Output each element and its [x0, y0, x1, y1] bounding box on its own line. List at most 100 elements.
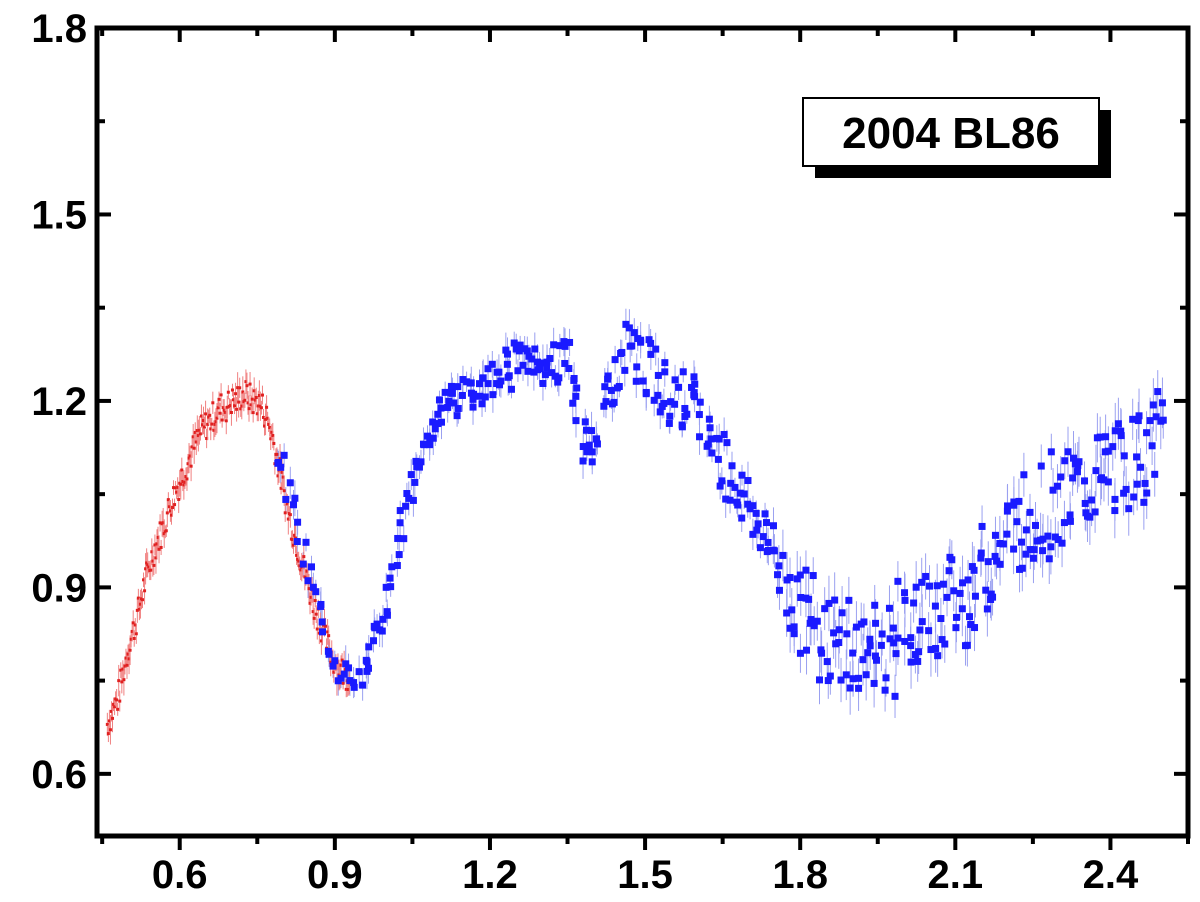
blue-data-point [726, 496, 734, 504]
red-data-point [290, 537, 294, 541]
blue-data-point [871, 652, 879, 660]
blue-data-point [796, 649, 804, 657]
blue-data-point [488, 360, 496, 368]
red-data-point [312, 616, 316, 620]
blue-data-point [1057, 473, 1065, 481]
red-data-point [217, 397, 221, 401]
blue-data-point [1096, 433, 1104, 441]
red-data-point [174, 486, 178, 490]
blue-data-point [681, 405, 689, 413]
red-data-point [267, 422, 271, 426]
blue-data-point [912, 583, 920, 591]
red-data-point [215, 416, 219, 420]
red-data-point [216, 406, 220, 410]
blue-data-point [1122, 485, 1130, 493]
red-data-point [315, 627, 319, 631]
blue-data-point [1111, 427, 1119, 435]
blue-data-point [983, 605, 991, 613]
blue-data-point [849, 649, 857, 657]
red-data-point [192, 446, 196, 450]
blue-data-point [387, 583, 395, 591]
blue-data-point [756, 544, 764, 552]
blue-data-point [852, 623, 860, 631]
blue-data-point [704, 440, 712, 448]
red-data-point [116, 707, 120, 711]
blue-data-point [277, 463, 285, 471]
red-data-point [285, 502, 289, 506]
blue-data-point [515, 347, 523, 355]
red-data-point [305, 569, 309, 573]
red-data-point [167, 505, 171, 509]
blue-data-point [679, 368, 687, 376]
blue-data-point [938, 636, 946, 644]
blue-data-point [299, 560, 307, 568]
red-data-point [281, 475, 285, 479]
blue-data-point [1039, 547, 1047, 555]
blue-data-point [943, 593, 951, 601]
blue-data-point [1070, 454, 1078, 462]
blue-data-point [786, 624, 794, 632]
blue-data-point [489, 391, 497, 399]
red-data-point [294, 536, 298, 540]
blue-data-point [1081, 499, 1089, 507]
blue-data-point [423, 432, 431, 440]
blue-data-point [434, 420, 442, 428]
blue-data-point [519, 361, 527, 369]
blue-data-point [647, 339, 655, 347]
blue-data-point [788, 606, 796, 614]
red-data-point [115, 698, 119, 702]
red-data-point [206, 422, 210, 426]
blue-data-point [450, 399, 458, 407]
blue-data-point [444, 403, 452, 411]
blue-data-point [809, 572, 817, 580]
blue-data-point [823, 658, 831, 666]
red-data-point [297, 559, 301, 563]
red-data-point [170, 506, 174, 510]
blue-series-layer [274, 320, 1167, 700]
blue-data-point [1117, 432, 1125, 440]
blue-data-point [720, 431, 728, 439]
blue-data-point [516, 341, 524, 349]
blue-data-point [602, 398, 610, 406]
red-data-point [151, 559, 155, 563]
red-data-point [210, 422, 214, 426]
blue-data-point [543, 358, 551, 366]
red-data-point [234, 392, 238, 396]
blue-data-point [431, 425, 439, 433]
red-data-point [219, 393, 223, 397]
blue-data-point [484, 380, 492, 388]
red-data-point [340, 658, 344, 662]
red-data-point [326, 630, 330, 634]
red-data-point [191, 435, 195, 439]
blue-data-point [645, 336, 653, 344]
blue-data-point [479, 374, 487, 382]
red-data-point [204, 412, 208, 416]
red-data-point [280, 470, 284, 474]
blue-data-point [775, 586, 783, 594]
red-data-point [218, 411, 222, 415]
blue-data-point [790, 630, 798, 638]
blue-data-point [1091, 508, 1099, 516]
axis-layer: 0.6 0.9 1.2 1.5 1.8 2.1 2.4 0.6 0.9 1.2 1.5 1.8 [31, 7, 1190, 897]
red-data-point [159, 545, 163, 549]
blue-data-point [707, 435, 715, 443]
blue-data-point [845, 596, 853, 604]
red-data-point [244, 380, 248, 384]
blue-data-point [618, 348, 626, 356]
red-data-point [112, 702, 116, 706]
red-data-point [221, 406, 225, 410]
blue-data-point [959, 579, 967, 587]
blue-data-point [885, 604, 893, 612]
red-data-point [230, 388, 234, 392]
blue-data-point [681, 412, 689, 420]
y-tick-label: 1.2 [31, 380, 87, 424]
red-data-point [200, 423, 204, 427]
blue-data-point [891, 692, 899, 700]
red-data-point [319, 639, 323, 643]
blue-data-point [977, 549, 985, 557]
blue-data-point [1074, 461, 1082, 469]
blue-data-point [971, 624, 979, 632]
red-data-point [137, 607, 141, 611]
blue-data-point [345, 664, 353, 672]
blue-data-point [933, 582, 941, 590]
